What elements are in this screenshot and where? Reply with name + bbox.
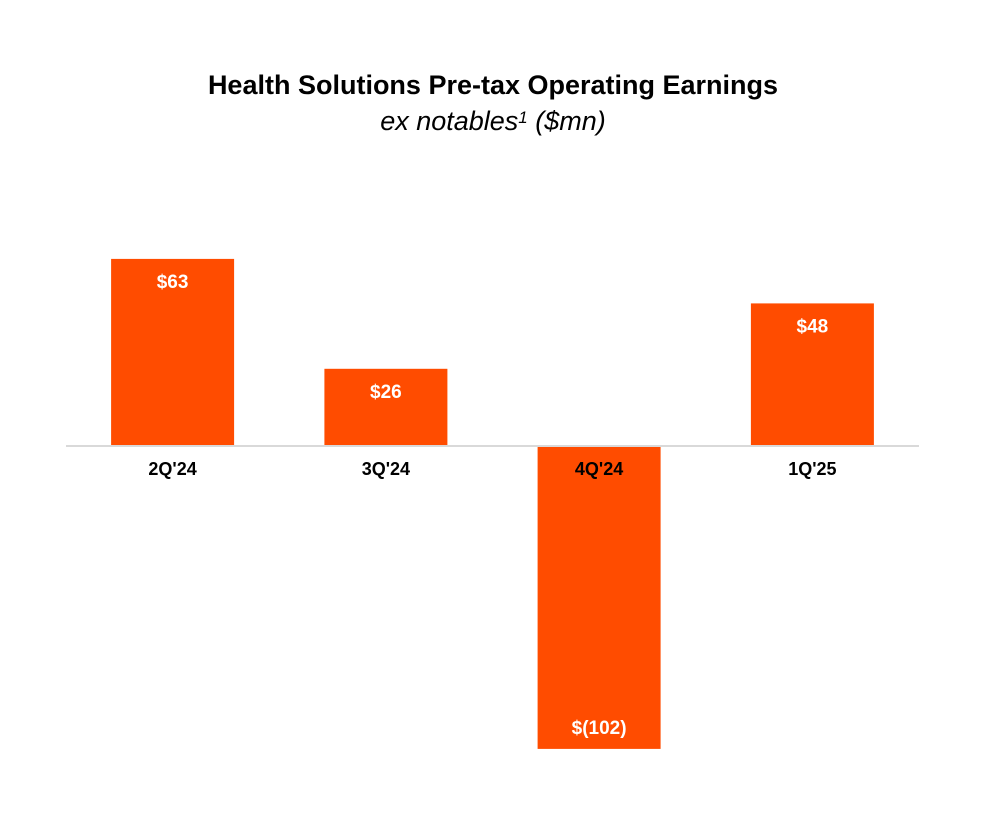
data-label-4Q'24: $(102)	[572, 718, 627, 739]
data-label-3Q'24: $26	[370, 382, 402, 403]
data-label-1Q'25: $48	[797, 316, 829, 337]
category-label-4Q'24: 4Q'24	[575, 459, 623, 479]
subtitle-unit: ($mn)	[535, 106, 606, 136]
category-label-1Q'25: 1Q'25	[788, 459, 836, 479]
bar-3Q'24	[324, 368, 448, 446]
subtitle-text: ex notables	[380, 106, 519, 136]
category-label-3Q'24: 3Q'24	[362, 459, 410, 479]
footnote-marker: 1	[518, 108, 528, 127]
category-label-2Q'24: 2Q'24	[148, 459, 196, 479]
bar-1Q'25	[750, 303, 874, 446]
data-label-2Q'24: $63	[157, 272, 189, 293]
chart-title: Health Solutions Pre-tax Operating Earni…	[207, 70, 779, 100]
bar-2Q'24	[111, 258, 235, 446]
bar-4Q'24	[537, 446, 661, 749]
chart-subtitle: ex notables1 ($mn)	[0, 104, 986, 138]
